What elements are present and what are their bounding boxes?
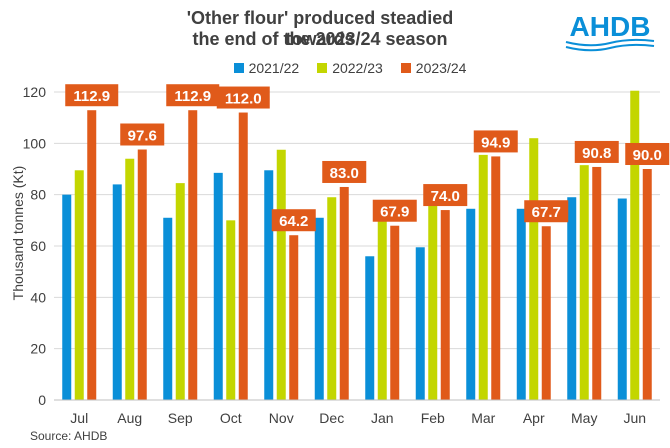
source-note: Source: AHDB <box>30 429 108 443</box>
data-label-box <box>372 199 417 222</box>
bar-2021-22-aug <box>112 184 122 400</box>
legend-label: 2023/24 <box>415 60 467 76</box>
x-tick-label: Sep <box>168 410 193 426</box>
x-tick-label: Feb <box>421 410 445 426</box>
bar-2022-23-jul <box>74 170 84 400</box>
data-label: 112.9 <box>73 88 110 105</box>
bar-2023-24-jul <box>87 110 97 401</box>
x-tick-label: Oct <box>220 410 242 426</box>
data-label: 112.9 <box>174 88 211 105</box>
legend-swatch <box>233 63 244 73</box>
bar-2022-23-mar <box>478 154 488 400</box>
x-tick-label: Jun <box>623 410 646 426</box>
data-label-box <box>120 123 165 146</box>
chart-legend: 2021/22 2022/23 2023/24 <box>220 58 480 78</box>
data-label-box <box>574 140 619 163</box>
chart-title-line-1: 'Other flour' produced steadied towards <box>186 8 454 49</box>
data-label: 97.6 <box>128 127 157 144</box>
data-label-box <box>473 130 518 153</box>
bar-2021-22-may <box>567 197 577 400</box>
data-label-box <box>271 209 316 232</box>
data-label: 94.9 <box>481 134 510 151</box>
bar-2023-24-sep <box>188 110 198 401</box>
y-tick-label: 60 <box>30 238 46 254</box>
y-tick-label: 20 <box>30 341 46 357</box>
y-tick-label: 120 <box>23 84 47 100</box>
x-tick-label: Apr <box>523 410 545 426</box>
data-label-box <box>423 184 468 207</box>
bar-2023-24-apr <box>541 226 551 400</box>
x-tick-label: Jul <box>70 410 88 426</box>
y-axis-label: Thousand tonnes (Kt) <box>10 165 26 301</box>
x-tick-label: Jan <box>371 410 394 426</box>
legend-swatch <box>400 63 411 73</box>
bar-2023-24-nov <box>289 235 299 400</box>
data-label: 90.0 <box>633 147 662 164</box>
data-label-box <box>216 86 270 109</box>
bar-2022-23-jan <box>377 217 387 400</box>
x-tick-label: Aug <box>117 410 142 426</box>
legend-label: 2022/23 <box>332 60 383 76</box>
data-label-box <box>524 200 569 223</box>
legend-label: 2021/22 <box>248 60 300 76</box>
bar-2021-22-sep <box>163 217 173 400</box>
bar-2022-23-sep <box>175 183 185 400</box>
bar-2022-23-feb <box>428 204 438 400</box>
bar-2023-24-oct <box>238 112 248 401</box>
data-label-box <box>625 143 670 165</box>
data-label: 112.0 <box>225 91 262 108</box>
bar-2023-24-may <box>592 166 602 400</box>
y-tick-label: 40 <box>30 289 46 305</box>
bar-2022-23-dec <box>327 197 337 400</box>
bar-2023-24-dec <box>339 186 349 400</box>
legend-item-2023-24: 2023/24 <box>400 60 467 76</box>
bar-2022-23-oct <box>226 220 236 400</box>
y-tick-label: 100 <box>23 135 47 151</box>
bar-2021-22-jan <box>365 256 375 400</box>
ahdb-logo: AHDB <box>565 11 655 52</box>
x-tick-label: May <box>571 410 597 426</box>
bar-2021-22-mar <box>466 208 476 400</box>
y-tick-label: 0 <box>38 392 46 408</box>
bar-2022-23-aug <box>125 158 135 400</box>
data-label: 83.0 <box>330 165 359 182</box>
data-label: 67.7 <box>532 204 561 221</box>
data-label: 67.9 <box>380 204 409 221</box>
bar-2022-23-jun <box>630 90 640 400</box>
x-tick-label: Mar <box>471 410 495 426</box>
data-label: 74.0 <box>431 188 460 205</box>
bar-2021-22-jun <box>617 198 627 400</box>
legend-swatch <box>317 63 328 73</box>
bar-2023-24-mar <box>491 156 501 400</box>
bar-2021-22-oct <box>213 172 223 400</box>
y-tick-label: 80 <box>30 187 46 203</box>
bar-2021-22-feb <box>415 247 425 400</box>
logo-text: AHDB <box>570 11 651 42</box>
bar-2023-24-feb <box>440 210 450 400</box>
x-tick-label: Nov <box>269 410 294 426</box>
bar-2021-22-dec <box>314 217 324 400</box>
data-label: 90.8 <box>582 145 611 162</box>
bar-2022-23-nov <box>276 149 286 400</box>
bar-2023-24-jun <box>642 169 652 400</box>
legend-item-2021-22: 2021/22 <box>233 60 300 76</box>
bar-2021-22-apr <box>516 208 526 400</box>
data-label: 64.2 <box>279 213 308 230</box>
legend-item-2022-23: 2022/23 <box>317 60 383 76</box>
x-tick-label: Dec <box>319 410 344 426</box>
data-label-box <box>65 84 119 107</box>
bar-2023-24-jan <box>390 225 400 400</box>
bar-2022-23-apr <box>529 138 539 400</box>
data-label-box <box>166 84 220 107</box>
bar-2021-22-jul <box>62 194 72 400</box>
bar-2023-24-aug <box>137 149 147 400</box>
bar-2021-22-nov <box>264 170 274 400</box>
bar-2022-23-may <box>579 165 589 400</box>
data-label-box <box>322 160 367 183</box>
chart-title-line-2: the end of the 2023/24 season <box>192 29 448 49</box>
